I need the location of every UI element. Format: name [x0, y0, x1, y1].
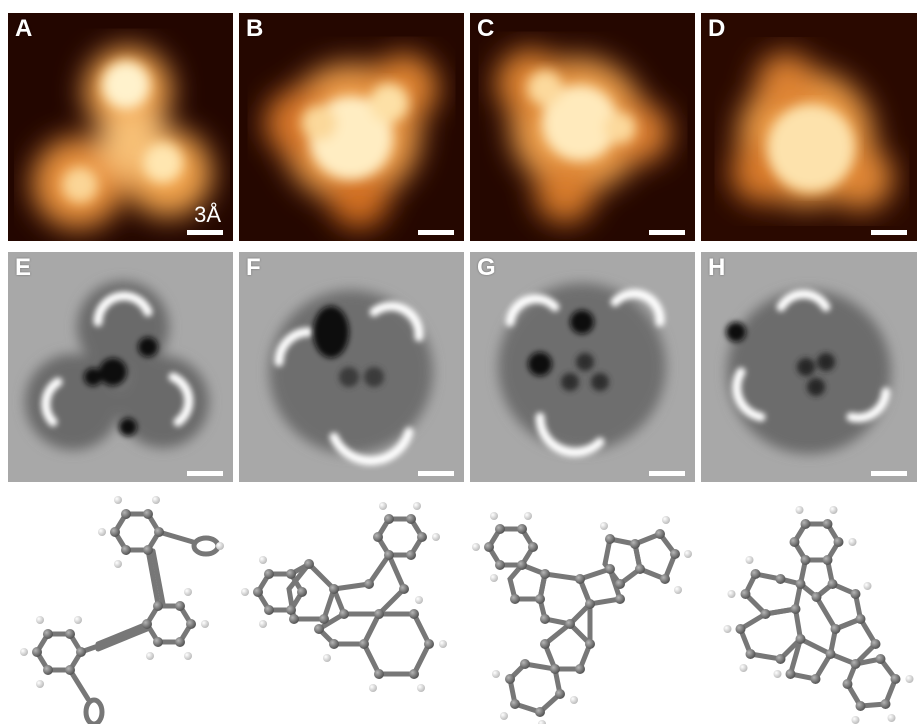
- afm-image-e: [8, 252, 233, 482]
- ball-and-stick-model: [20, 496, 224, 724]
- stm-image-a: [8, 13, 233, 241]
- scale-bar-label: 3Å: [194, 202, 221, 227]
- panel-label-g: G: [477, 254, 496, 281]
- ball-and-stick-model: [241, 502, 447, 692]
- panel-label-e: E: [15, 254, 32, 281]
- molecule-model-2: [239, 494, 464, 724]
- stm-image-d: [701, 13, 917, 241]
- scale-bar: [871, 230, 907, 235]
- scale-bar: [871, 471, 907, 476]
- ball-and-stick-model: [723, 506, 914, 724]
- scale-bar: [187, 471, 223, 476]
- stm-image-c: [470, 13, 695, 241]
- stm-image-b: [239, 13, 464, 241]
- panel-label-c: C: [477, 15, 495, 42]
- scale-bar: [649, 471, 685, 476]
- afm-image-f: [239, 252, 464, 482]
- scale-bar: [418, 230, 454, 235]
- panel-label-f: F: [246, 254, 261, 281]
- scale-bar: [187, 230, 223, 235]
- scale-bar: [649, 230, 685, 235]
- afm-panel-e: E: [8, 252, 233, 482]
- molecule-model-3: [470, 494, 695, 724]
- stm-panel-b: B: [239, 13, 464, 241]
- afm-panel-h: H: [701, 252, 917, 482]
- molecule-model-1: [8, 494, 233, 724]
- stm-panel-a: A 3Å: [8, 13, 233, 241]
- ball-and-stick-model: [472, 512, 692, 724]
- afm-panel-f: F: [239, 252, 464, 482]
- panel-label-h: H: [708, 254, 726, 281]
- afm-panel-g: G: [470, 252, 695, 482]
- afm-image-h: [701, 252, 917, 482]
- stm-panel-c: C: [470, 13, 695, 241]
- molecule-model-4: [701, 494, 917, 724]
- panel-label-a: A: [15, 15, 33, 42]
- stm-panel-d: D: [701, 13, 917, 241]
- panel-label-d: D: [708, 15, 726, 42]
- panel-label-b: B: [246, 15, 264, 42]
- afm-image-g: [470, 252, 695, 482]
- scale-bar: [418, 471, 454, 476]
